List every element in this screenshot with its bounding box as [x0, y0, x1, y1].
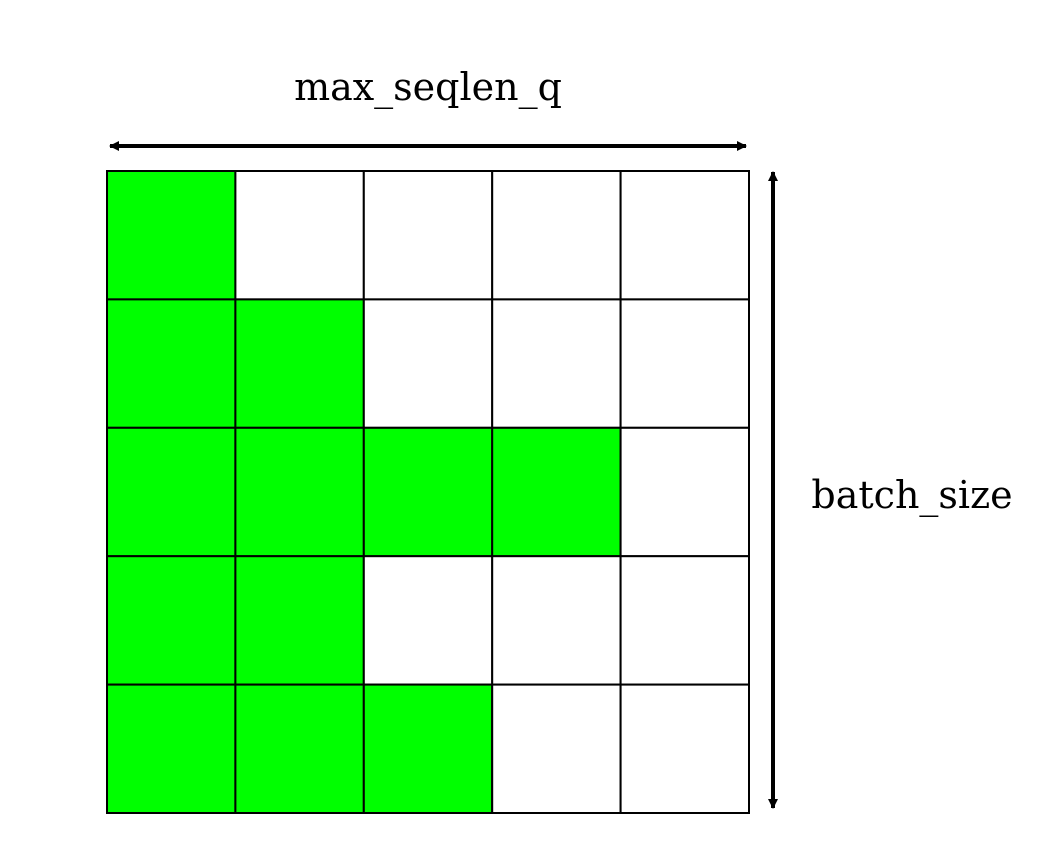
batch-row — [106, 298, 750, 429]
padding-cell — [619, 555, 750, 686]
batch-size-label: batch_size — [811, 473, 1012, 518]
batch-row — [106, 170, 750, 301]
padding-cell — [619, 426, 750, 558]
padding-cell — [362, 555, 494, 686]
token-cell — [234, 426, 365, 558]
token-cell — [362, 683, 494, 814]
token-cell — [234, 683, 365, 814]
token-grid — [106, 170, 750, 814]
token-cell — [234, 298, 365, 429]
padding-cell — [491, 170, 622, 301]
padding-cell — [491, 683, 622, 814]
padding-cell — [619, 298, 750, 429]
batch-row — [106, 555, 750, 686]
token-cell — [106, 298, 237, 429]
token-cell — [106, 555, 237, 686]
token-cell — [106, 170, 237, 301]
padding-cell — [491, 298, 622, 429]
padding-cell — [362, 170, 494, 301]
token-cell — [491, 426, 622, 558]
token-cell — [234, 555, 365, 686]
padding-cell — [234, 170, 365, 301]
token-cell — [362, 426, 494, 558]
max-seqlen-q-label: max_seqlen_q — [294, 65, 562, 110]
padding-cell — [362, 298, 494, 429]
token-cell — [106, 426, 237, 558]
padding-cell — [619, 683, 750, 814]
batch-row — [106, 426, 750, 558]
batch-row — [106, 683, 750, 814]
padding-cell — [619, 170, 750, 301]
token-cell — [106, 683, 237, 814]
padding-cell — [491, 555, 622, 686]
